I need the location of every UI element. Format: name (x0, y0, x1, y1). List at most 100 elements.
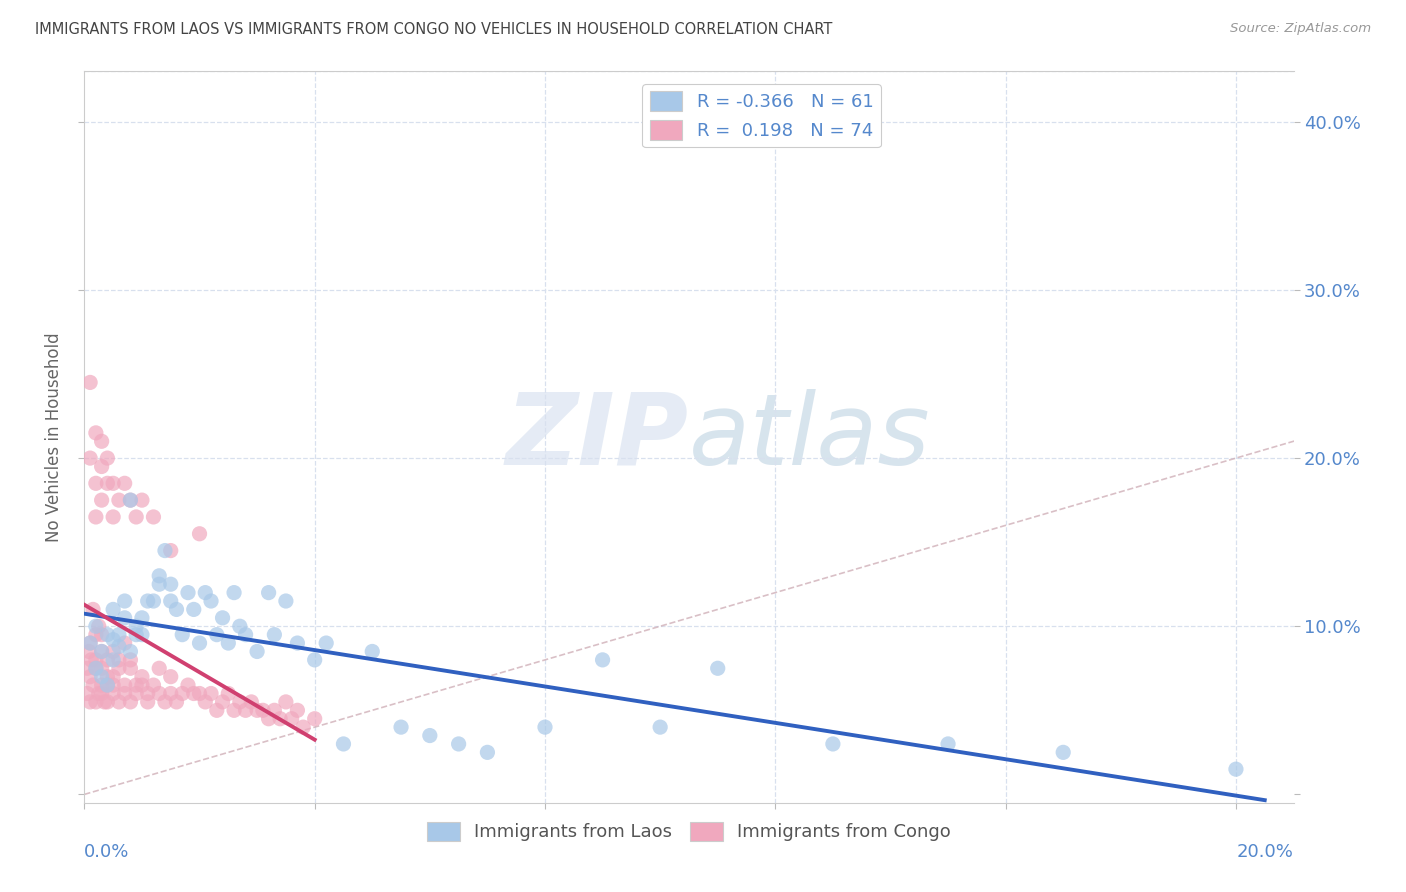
Point (287, 703, 309, 717)
Point (1225, 762, 1247, 776)
Point (131, 670, 153, 684)
Point (77, 644, 100, 658)
Point (90, 644, 112, 658)
Point (101, 678, 124, 692)
Point (114, 476, 136, 491)
Point (159, 543, 181, 558)
Point (120, 695, 142, 709)
Point (229, 619, 252, 633)
Point (125, 678, 148, 692)
Point (101, 510, 124, 524)
Point (159, 594, 181, 608)
Point (96, 451, 118, 466)
Point (172, 627, 194, 641)
Point (148, 661, 170, 675)
Point (84, 476, 107, 491)
Point (188, 686, 211, 700)
Point (120, 493, 142, 508)
Point (84, 653, 107, 667)
Point (101, 670, 124, 684)
Point (79, 636, 101, 650)
Point (79, 695, 101, 709)
Point (87, 619, 110, 633)
Point (229, 695, 252, 709)
Point (222, 703, 245, 717)
Point (263, 703, 285, 717)
Point (108, 695, 131, 709)
Point (263, 627, 285, 641)
Point (120, 644, 142, 658)
Point (194, 585, 217, 599)
Point (90, 686, 112, 700)
Point (246, 703, 269, 717)
Point (76, 686, 98, 700)
Point (269, 712, 291, 726)
Point (90, 459, 112, 474)
Point (177, 585, 200, 599)
Point (315, 636, 337, 650)
Point (84, 695, 107, 709)
Point (142, 510, 165, 524)
Point (90, 661, 112, 675)
Point (79, 670, 101, 684)
Point (114, 594, 136, 608)
Point (650, 720, 672, 734)
Point (76, 661, 98, 675)
Point (101, 602, 124, 616)
Point (159, 686, 181, 700)
Point (96, 653, 118, 667)
Point (389, 720, 412, 734)
Point (205, 627, 228, 641)
Point (188, 526, 211, 541)
Text: atlas: atlas (689, 389, 931, 485)
Point (108, 653, 131, 667)
Point (194, 695, 217, 709)
Point (84, 627, 107, 641)
Point (96, 627, 118, 641)
Point (205, 703, 228, 717)
Point (274, 594, 297, 608)
Point (183, 686, 205, 700)
Point (114, 686, 136, 700)
Point (166, 695, 188, 709)
Point (90, 434, 112, 449)
Point (90, 644, 112, 658)
Point (114, 678, 136, 692)
Point (108, 661, 131, 675)
Point (252, 703, 274, 717)
Point (211, 611, 233, 625)
Point (96, 678, 118, 692)
Point (235, 627, 257, 641)
Point (120, 661, 142, 675)
Point (90, 627, 112, 641)
Point (280, 712, 302, 726)
Point (114, 636, 136, 650)
Point (477, 745, 499, 759)
Point (131, 627, 153, 641)
Point (217, 636, 239, 650)
Text: IMMIGRANTS FROM LAOS VS IMMIGRANTS FROM CONGO NO VEHICLES IN HOUSEHOLD CORRELATI: IMMIGRANTS FROM LAOS VS IMMIGRANTS FROM … (35, 22, 832, 37)
Point (166, 602, 188, 616)
Point (592, 653, 614, 667)
Point (101, 653, 124, 667)
Point (84, 619, 107, 633)
Point (87, 686, 110, 700)
Point (257, 585, 280, 599)
Point (101, 644, 124, 658)
Point (93, 695, 115, 709)
Point (177, 678, 200, 692)
Point (84, 661, 107, 675)
Point (125, 627, 148, 641)
Point (287, 636, 309, 650)
Point (136, 695, 159, 709)
Point (534, 720, 557, 734)
Point (332, 737, 354, 751)
Point (96, 670, 118, 684)
Point (82, 678, 104, 692)
Point (120, 653, 142, 667)
Point (108, 493, 131, 508)
Point (235, 703, 257, 717)
Point (257, 712, 280, 726)
Point (304, 712, 326, 726)
Point (159, 670, 181, 684)
